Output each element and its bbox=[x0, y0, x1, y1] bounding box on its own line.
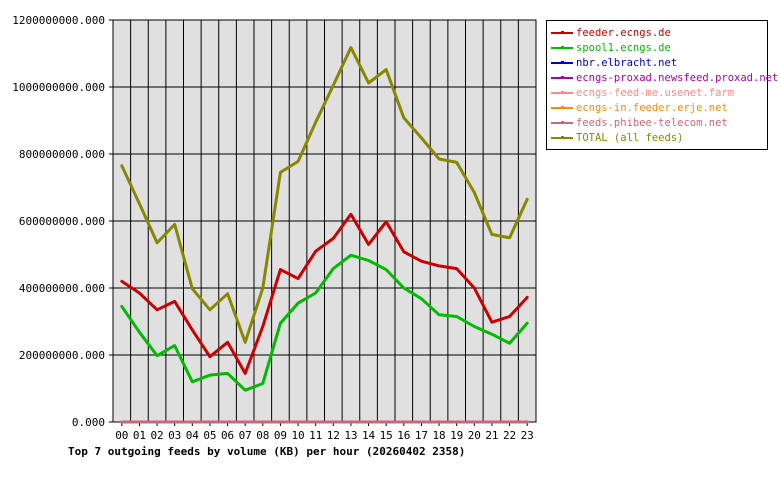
legend-swatch-marker bbox=[561, 60, 564, 64]
x-tick-label: 00 bbox=[115, 429, 128, 442]
legend-swatch bbox=[551, 118, 573, 128]
x-tick-label: 07 bbox=[239, 429, 252, 442]
legend-label: feeder.ecngs.de bbox=[576, 26, 671, 39]
x-tick-label: 05 bbox=[203, 429, 216, 442]
x-tick-label: 22 bbox=[503, 429, 516, 442]
legend-swatch-marker bbox=[561, 90, 564, 94]
legend-swatch-marker bbox=[561, 75, 564, 79]
legend-entry: ecngs-in.feeder.erje.net bbox=[551, 100, 728, 115]
legend-entry: feeder.ecngs.de bbox=[551, 25, 671, 40]
legend-entry: feeds.phibee-telecom.net bbox=[551, 115, 728, 130]
legend-swatch-marker bbox=[561, 105, 564, 109]
legend-label: feeds.phibee-telecom.net bbox=[576, 116, 728, 129]
x-tick-label: 18 bbox=[432, 429, 445, 442]
y-tick-label: 200000000.000 bbox=[19, 349, 105, 362]
legend-label: nbr.elbracht.net bbox=[576, 56, 678, 69]
y-tick-label: 0.000 bbox=[72, 416, 105, 429]
x-tick-label: 01 bbox=[133, 429, 146, 442]
series-line bbox=[120, 253, 529, 392]
x-tick-label: 03 bbox=[168, 429, 181, 442]
y-tick-label: 600000000.000 bbox=[19, 215, 105, 228]
x-tick-label: 10 bbox=[291, 429, 304, 442]
legend-swatch bbox=[551, 43, 573, 53]
legend-swatch-marker bbox=[561, 30, 564, 34]
legend-swatch-marker bbox=[561, 135, 564, 139]
x-tick-label: 12 bbox=[327, 429, 340, 442]
x-tick-label: 17 bbox=[415, 429, 428, 442]
x-tick-label: 21 bbox=[485, 429, 498, 442]
legend-label: spool1.ecngs.de bbox=[576, 41, 671, 54]
legend-label: ecngs-feed-me.usenet.farm bbox=[576, 86, 735, 99]
x-tick-label: 19 bbox=[450, 429, 463, 442]
legend-swatch bbox=[551, 73, 573, 83]
x-tick-label: 06 bbox=[221, 429, 234, 442]
legend-label: ecngs-in.feeder.erje.net bbox=[576, 101, 728, 114]
x-tick-label: 23 bbox=[521, 429, 534, 442]
x-tick-label: 11 bbox=[309, 429, 322, 442]
chart-legend: feeder.ecngs.de spool1.ecngs.de nbr.elbrac… bbox=[546, 20, 778, 150]
legend-label: TOTAL (all feeds) bbox=[576, 131, 684, 144]
legend-label: ecngs-proxad.newsfeed.proxad.net bbox=[576, 71, 779, 84]
x-tick-label: 20 bbox=[468, 429, 481, 442]
legend-swatch bbox=[551, 133, 573, 143]
legend-entry: nbr.elbracht.net bbox=[551, 55, 677, 70]
legend-swatch bbox=[551, 28, 573, 38]
legend-swatch bbox=[551, 88, 573, 98]
x-tick-label: 16 bbox=[397, 429, 410, 442]
x-tick-label: 14 bbox=[362, 429, 376, 442]
legend-entry: ecngs-feed-me.usenet.farm bbox=[551, 85, 734, 100]
chart-title: Top 7 outgoing feeds by volume (KB) per … bbox=[68, 445, 466, 458]
legend-swatch-marker bbox=[561, 120, 564, 124]
y-tick-label: 400000000.000 bbox=[19, 282, 105, 295]
x-tick-label: 13 bbox=[344, 429, 357, 442]
x-tick-label: 08 bbox=[256, 429, 269, 442]
x-tick-label: 02 bbox=[150, 429, 163, 442]
x-tick-label: 04 bbox=[186, 429, 200, 442]
legend-entry: TOTAL (all feeds) bbox=[551, 130, 683, 145]
series-line bbox=[120, 212, 529, 375]
series-line bbox=[120, 46, 529, 344]
legend-swatch bbox=[551, 58, 573, 68]
legend-entry: spool1.ecngs.de bbox=[551, 40, 671, 55]
x-tick-label: 15 bbox=[380, 429, 393, 442]
y-tick-label: 800000000.000 bbox=[19, 148, 105, 161]
x-tick-label: 09 bbox=[274, 429, 287, 442]
y-tick-label: 1200000000.000 bbox=[12, 14, 105, 27]
y-tick-label: 1000000000.000 bbox=[12, 81, 105, 94]
legend-swatch-marker bbox=[561, 45, 564, 49]
legend-entry: ecngs-proxad.newsfeed.proxad.net bbox=[551, 70, 778, 85]
legend-swatch bbox=[551, 103, 573, 113]
